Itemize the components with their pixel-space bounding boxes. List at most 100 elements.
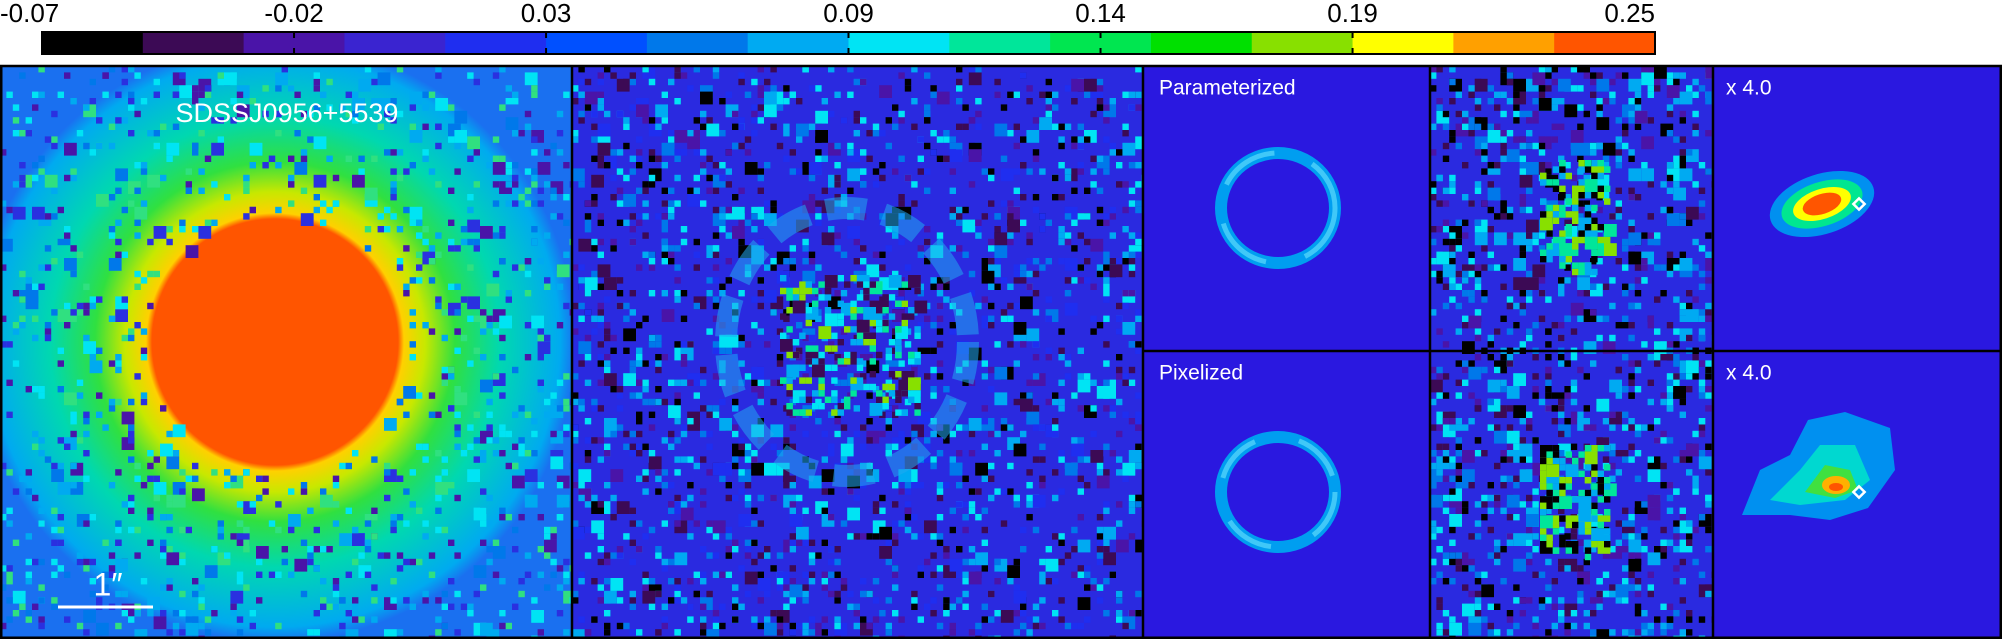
pixel: [128, 98, 135, 105]
pixel: [1058, 123, 1065, 130]
pixel: [51, 558, 58, 566]
pixel: [1622, 533, 1629, 540]
pixel: [828, 450, 835, 457]
pixel: [914, 287, 921, 295]
pixel: [572, 526, 585, 540]
pixel: [776, 616, 784, 623]
pixel: [719, 213, 726, 220]
pixel: [808, 162, 822, 175]
pixel: [1474, 603, 1482, 610]
pixel: [936, 450, 944, 457]
pixel: [224, 482, 231, 489]
pixel: [725, 258, 732, 265]
pixel: [1583, 72, 1590, 79]
pixel: [1622, 424, 1629, 431]
pixel: [1705, 258, 1713, 271]
pixel: [597, 155, 604, 162]
pixel: [1634, 98, 1642, 105]
pixel: [981, 603, 988, 610]
pixel: [1135, 610, 1142, 617]
pixel: [467, 610, 474, 617]
pixel: [764, 290, 777, 303]
pixel: [706, 187, 713, 194]
pixel: [1538, 245, 1546, 252]
pixel: [655, 334, 662, 342]
pixel: [352, 110, 359, 118]
pixel: [1436, 174, 1443, 182]
pixel: [1449, 136, 1456, 143]
pixel: [358, 155, 365, 162]
pixel: [815, 110, 828, 124]
pixel: [738, 72, 745, 79]
pixel: [604, 610, 611, 617]
pixel: [38, 155, 45, 162]
pixel: [1449, 456, 1456, 463]
pixel: [537, 482, 544, 489]
pixel: [1558, 334, 1565, 342]
pixel: [326, 78, 333, 86]
pixel: [975, 110, 982, 118]
pixel: [192, 488, 205, 502]
pixel: [160, 584, 167, 591]
pixel: [428, 411, 436, 418]
pixel: [1500, 264, 1507, 271]
pixel: [584, 213, 592, 220]
pixel: [872, 507, 880, 514]
pixel: [563, 405, 570, 412]
pixel: [799, 409, 806, 416]
pixel: [256, 494, 263, 502]
pixel: [332, 590, 340, 598]
pixel: [1449, 66, 1456, 73]
pixel: [789, 424, 796, 431]
pixel: [1468, 590, 1475, 598]
pixel: [674, 507, 681, 514]
pixel: [1039, 226, 1046, 233]
pixel: [32, 494, 39, 502]
pixel: [674, 597, 681, 604]
pixel: [1609, 584, 1616, 591]
pixel: [847, 603, 854, 610]
pixel: [262, 162, 269, 169]
pixel: [1436, 98, 1443, 105]
pixel: [454, 386, 461, 393]
pixel: [179, 552, 186, 559]
pixel: [904, 78, 912, 86]
pixel: [499, 392, 506, 399]
pixel: [597, 405, 604, 412]
pixel: [1122, 251, 1129, 258]
pixel: [499, 507, 506, 514]
pixel: [876, 390, 883, 397]
pixel: [1519, 501, 1526, 508]
pixel: [409, 206, 423, 220]
pixel: [1430, 270, 1437, 278]
pixel: [786, 409, 793, 416]
pixel: [674, 379, 681, 386]
pixel: [648, 578, 656, 585]
pixel: [1673, 72, 1680, 79]
pixel: [166, 578, 173, 585]
pixel: [597, 302, 604, 310]
pixel: [1032, 354, 1040, 361]
pixel: [44, 136, 52, 143]
pixel: [1673, 78, 1680, 86]
pixel: [172, 610, 180, 617]
pixel: [249, 98, 256, 105]
pixel: [1122, 290, 1129, 297]
pixel: [1071, 245, 1078, 252]
pixel: [584, 309, 592, 316]
pixel: [460, 296, 468, 303]
pixel: [988, 200, 995, 207]
pixel: [1545, 507, 1552, 514]
pixel: [885, 539, 892, 546]
pixel: [390, 194, 397, 201]
pixel: [128, 430, 135, 438]
pixel: [1526, 232, 1533, 239]
pixel: [38, 450, 45, 457]
pixel: [1487, 341, 1494, 348]
pixel: [147, 450, 154, 457]
pixel: [96, 622, 109, 636]
pixel: [616, 546, 624, 553]
pixel: [802, 590, 809, 598]
pixel: [192, 616, 199, 623]
pixel: [744, 590, 752, 598]
